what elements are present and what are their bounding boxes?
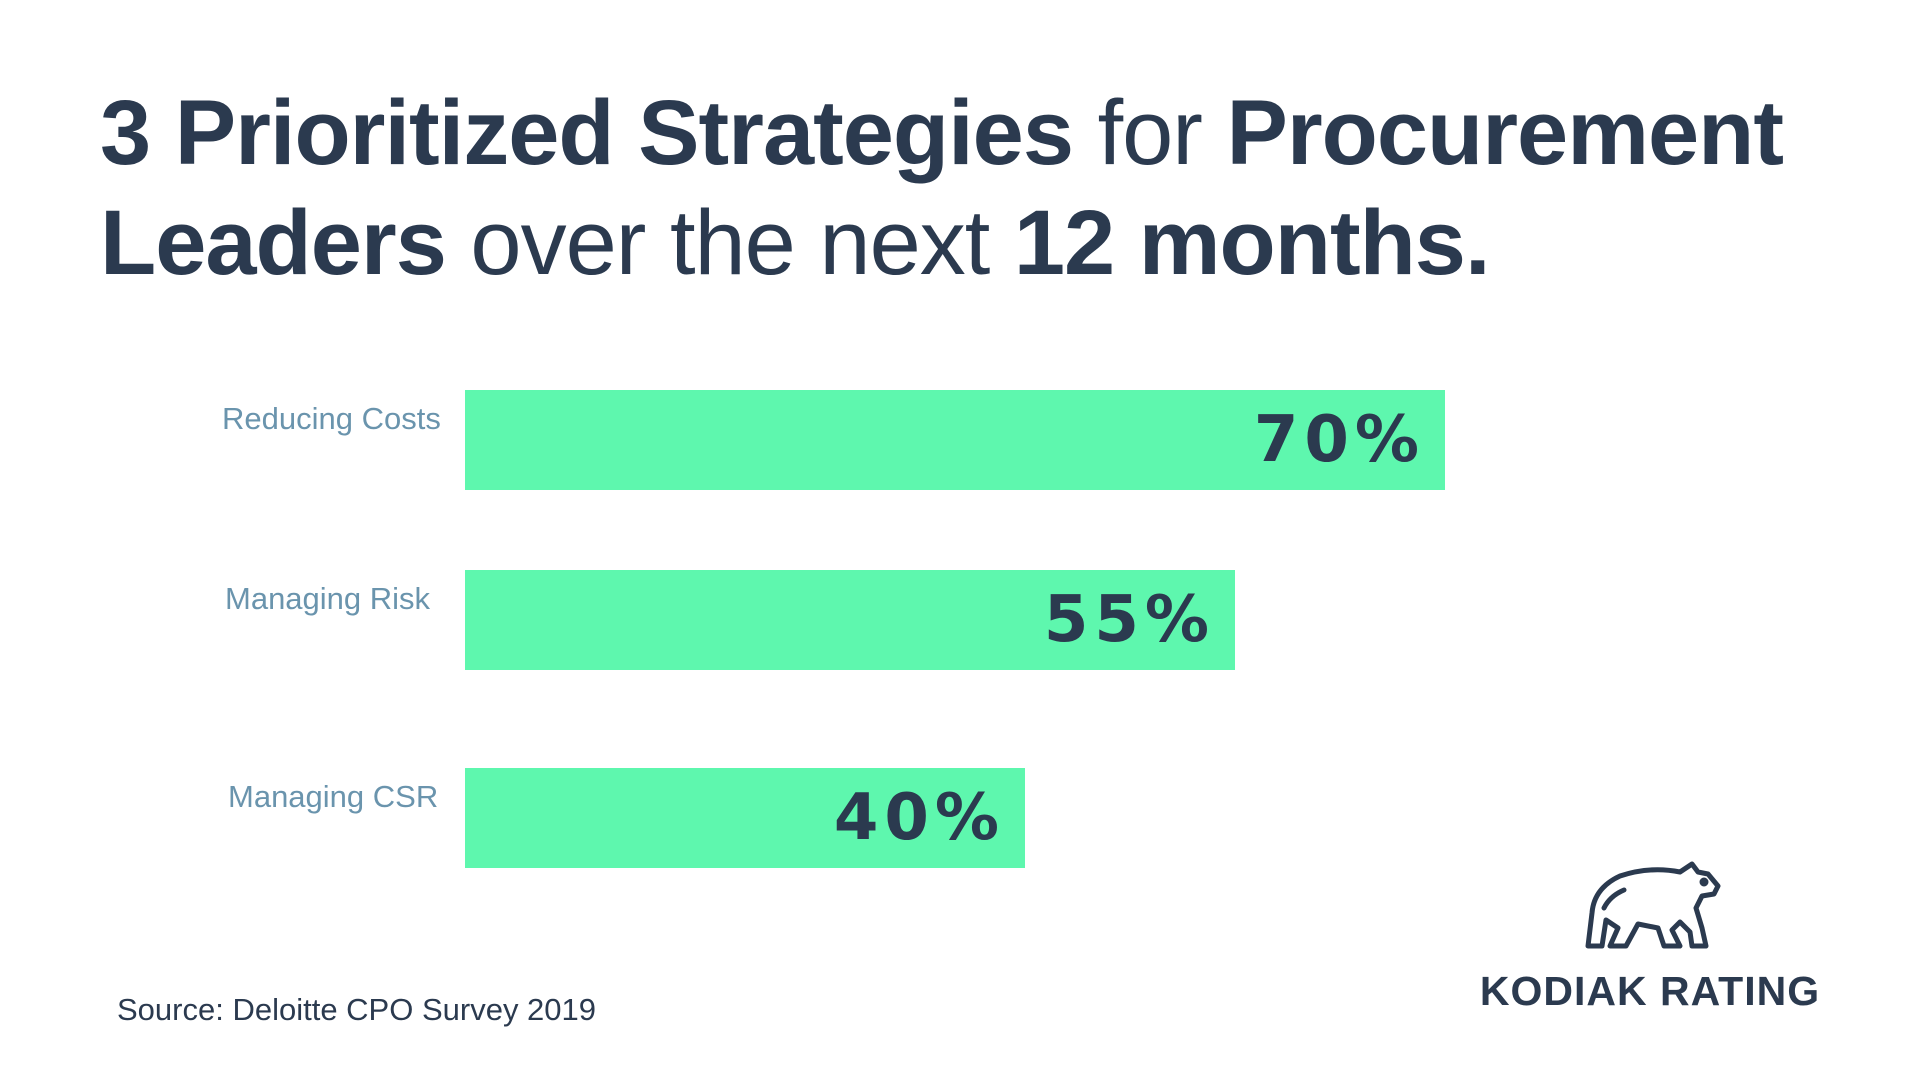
bar-value-label: 55%	[1043, 583, 1215, 657]
title-part: for	[1097, 82, 1227, 184]
title-part: over the next	[470, 192, 1014, 294]
bar-value-label: 40%	[833, 781, 1005, 855]
page-title: 3 Prioritized Strategies for Procurement…	[100, 78, 1860, 298]
bar-value-label: 70%	[1253, 403, 1425, 477]
category-label: Reducing Costs	[222, 401, 441, 436]
title-part: Procurement Leaders	[100, 82, 1784, 294]
title-part: 12 months.	[1013, 192, 1491, 294]
source-note: Source: Deloitte CPO Survey 2019	[117, 992, 597, 1027]
brand-name: KODIAK RATING	[1479, 968, 1821, 1014]
title-part: 3 Prioritized Strategies	[100, 82, 1098, 184]
bar: 70%	[465, 390, 1445, 490]
category-label: Managing Risk	[225, 581, 431, 616]
bear-icon	[1585, 861, 1721, 949]
brand-logo: KODIAK RATING	[1460, 858, 1840, 1028]
bar: 40%	[465, 768, 1025, 868]
category-label: Managing CSR	[228, 779, 439, 814]
bar: 55%	[465, 570, 1235, 670]
